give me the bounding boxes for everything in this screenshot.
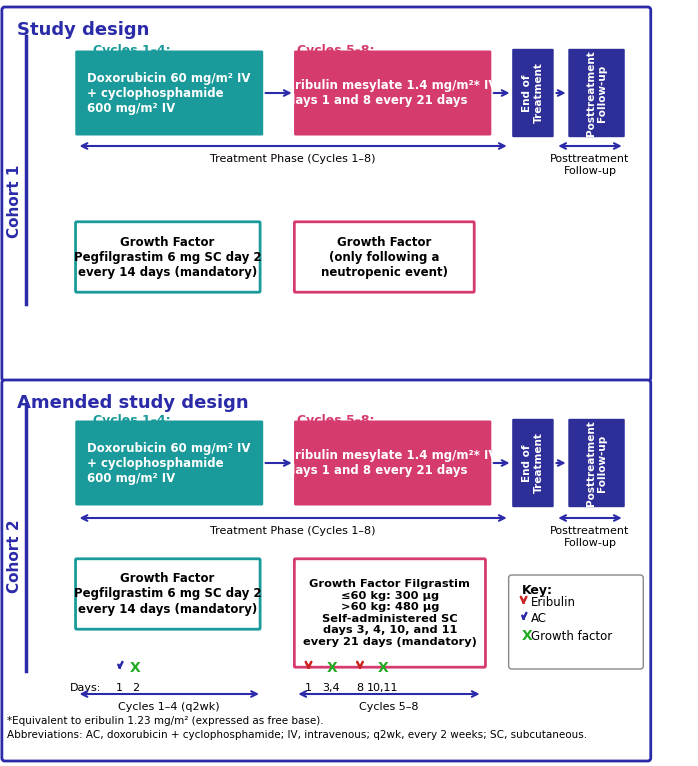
FancyBboxPatch shape	[512, 419, 554, 507]
Text: Growth factor: Growth factor	[531, 630, 612, 643]
Text: Growth Factor
Pegfilgrastim 6 mg SC day 2
every 14 days (mandatory): Growth Factor Pegfilgrastim 6 mg SC day …	[73, 235, 261, 279]
Text: X: X	[378, 661, 389, 675]
Text: Cycles 1–4:: Cycles 1–4:	[94, 414, 171, 427]
Text: X: X	[521, 629, 533, 643]
Text: Study design: Study design	[17, 21, 149, 39]
FancyBboxPatch shape	[509, 575, 644, 669]
FancyBboxPatch shape	[295, 222, 474, 292]
FancyBboxPatch shape	[75, 559, 260, 629]
FancyBboxPatch shape	[568, 49, 625, 137]
Text: *Equivalent to eribulin 1.23 mg/m² (expressed as free base).: *Equivalent to eribulin 1.23 mg/m² (expr…	[8, 716, 324, 726]
Text: End of
Treatment: End of Treatment	[522, 433, 544, 493]
FancyBboxPatch shape	[75, 421, 263, 506]
FancyBboxPatch shape	[294, 51, 491, 136]
FancyBboxPatch shape	[2, 380, 651, 761]
Text: Abbreviations: AC, doxorubicin + cyclophosphamide; IV, intravenous; q2wk, every : Abbreviations: AC, doxorubicin + cycloph…	[8, 730, 588, 740]
Text: Eribulin mesylate 1.4 mg/m²* IV
days 1 and 8 every 21 days: Eribulin mesylate 1.4 mg/m²* IV days 1 a…	[288, 449, 498, 477]
Text: Cycles 1–4:: Cycles 1–4:	[94, 44, 171, 57]
FancyBboxPatch shape	[75, 51, 263, 136]
Text: 8: 8	[357, 683, 364, 693]
Text: Eribulin mesylate 1.4 mg/m²* IV
days 1 and 8 every 21 days: Eribulin mesylate 1.4 mg/m²* IV days 1 a…	[288, 79, 498, 107]
FancyBboxPatch shape	[2, 7, 651, 381]
Text: Cohort 1: Cohort 1	[8, 165, 22, 237]
Text: Treatment Phase (Cycles 1–8): Treatment Phase (Cycles 1–8)	[210, 526, 376, 536]
Text: Cycles 5–8:: Cycles 5–8:	[297, 44, 375, 57]
Text: Posttreatment
Follow-up: Posttreatment Follow-up	[550, 154, 630, 175]
FancyBboxPatch shape	[295, 559, 485, 667]
Text: Amended study design: Amended study design	[17, 394, 248, 412]
Text: Key:: Key:	[521, 584, 553, 597]
Text: Doxorubicin 60 mg/m² IV
+ cyclophosphamide
600 mg/m² IV: Doxorubicin 60 mg/m² IV + cyclophosphami…	[87, 441, 251, 485]
Text: 1: 1	[116, 683, 123, 693]
Text: Posttreatment
Follow-up: Posttreatment Follow-up	[586, 50, 607, 136]
Text: Cohort 2: Cohort 2	[8, 519, 22, 593]
Text: Eribulin: Eribulin	[531, 597, 576, 610]
Text: X: X	[327, 661, 337, 675]
Text: Posttreatment
Follow-up: Posttreatment Follow-up	[586, 420, 607, 506]
FancyBboxPatch shape	[294, 421, 491, 506]
FancyBboxPatch shape	[568, 419, 625, 507]
Text: Cycles 1–4 (q2wk): Cycles 1–4 (q2wk)	[119, 702, 220, 712]
Text: Doxorubicin 60 mg/m² IV
+ cyclophosphamide
600 mg/m² IV: Doxorubicin 60 mg/m² IV + cyclophosphami…	[87, 71, 251, 114]
Text: Growth Factor
(only following a
neutropenic event): Growth Factor (only following a neutrope…	[321, 235, 448, 279]
Text: 1: 1	[305, 683, 312, 693]
Text: Days:: Days:	[70, 683, 101, 693]
Text: Posttreatment
Follow-up: Posttreatment Follow-up	[550, 526, 630, 548]
FancyBboxPatch shape	[75, 222, 260, 292]
Text: End of
Treatment: End of Treatment	[522, 63, 544, 123]
FancyBboxPatch shape	[512, 49, 554, 137]
Text: 2: 2	[132, 683, 139, 693]
Text: 10,11: 10,11	[366, 683, 398, 693]
Text: AC: AC	[531, 613, 547, 626]
Text: Growth Factor Filgrastim
≤60 kg: 300 μg
>60 kg: 480 μg
Self-administered SC
days: Growth Factor Filgrastim ≤60 kg: 300 μg …	[303, 579, 477, 647]
Text: X: X	[131, 661, 141, 675]
Text: Cycles 5–8:: Cycles 5–8:	[297, 414, 375, 427]
Text: Treatment Phase (Cycles 1–8): Treatment Phase (Cycles 1–8)	[210, 154, 376, 164]
Text: Growth Factor
Pegfilgrastim 6 mg SC day 2
every 14 days (mandatory): Growth Factor Pegfilgrastim 6 mg SC day …	[73, 572, 261, 616]
Text: 3,4: 3,4	[322, 683, 340, 693]
Text: Cycles 5–8: Cycles 5–8	[359, 702, 419, 712]
